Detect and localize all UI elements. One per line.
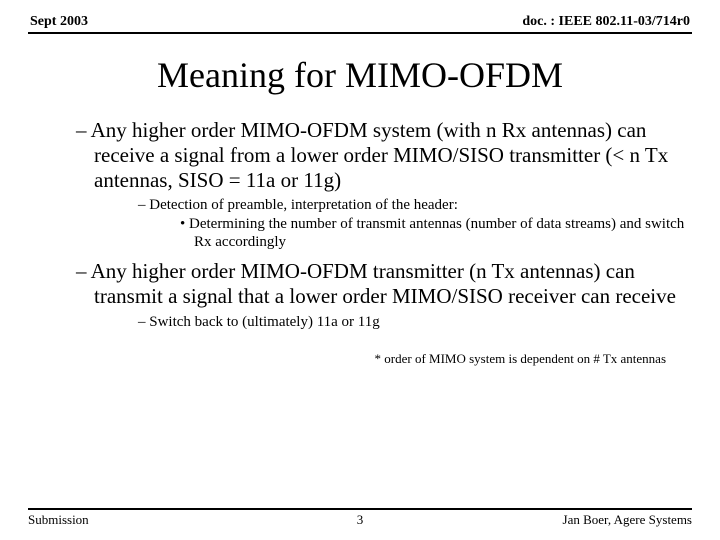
bullet-level2: – Detection of preamble, interpretation … [34,196,686,214]
content-body: – Any higher order MIMO-OFDM system (wit… [28,118,692,367]
bullet-level3: • Determining the number of transmit ant… [34,215,686,252]
bullet-level1: – Any higher order MIMO-OFDM system (wit… [34,118,686,192]
footnote: * order of MIMO system is dependent on #… [34,351,686,367]
page-title: Meaning for MIMO-OFDM [28,54,692,96]
footer-left: Submission [28,512,89,528]
bullet-level1: – Any higher order MIMO-OFDM transmitter… [34,259,686,309]
bullet-level2: – Switch back to (ultimately) 11a or 11g [34,313,686,331]
footer-row: Submission 3 Jan Boer, Agere Systems [28,512,692,528]
header-rule [28,32,692,34]
footer-page-number: 3 [357,512,364,528]
header: Sept 2003 doc. : IEEE 802.11-03/714r0 [28,14,692,30]
footer-rule [28,508,692,510]
footer: Submission 3 Jan Boer, Agere Systems [28,508,692,528]
slide-page: Sept 2003 doc. : IEEE 802.11-03/714r0 Me… [0,0,720,540]
header-docnum: doc. : IEEE 802.11-03/714r0 [522,14,690,30]
header-date: Sept 2003 [30,14,88,30]
footer-author: Jan Boer, Agere Systems [563,512,692,528]
